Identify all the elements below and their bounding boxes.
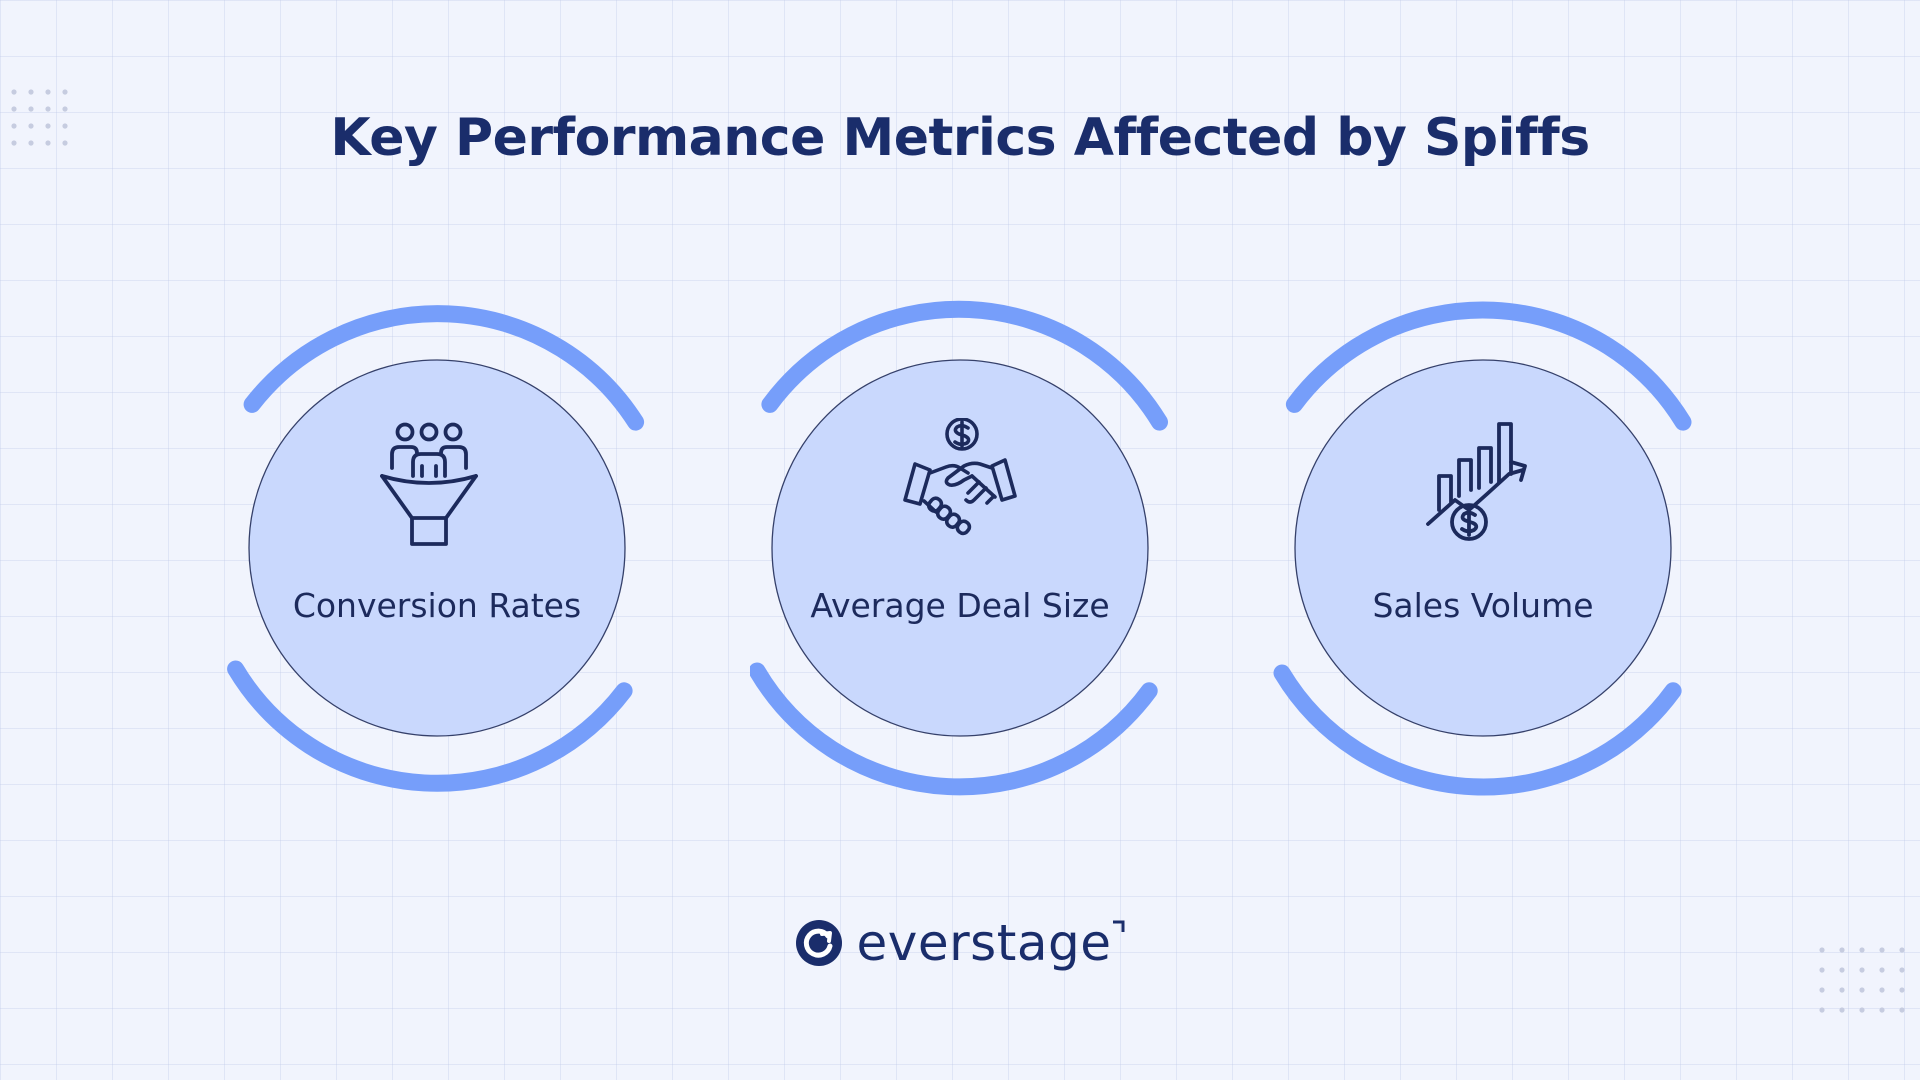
bar-chart-growth-dollar-icon [1426,422,1527,541]
metric-label: Sales Volume [1372,586,1594,625]
page-title: Key Performance Metrics Affected by Spif… [330,108,1590,168]
logo-text: everstage [856,914,1112,972]
metric-arc-top [761,300,1168,431]
metric-arc-top [243,305,645,431]
everstage-logo: everstage [0,918,1920,968]
metric-arc-bottom [227,660,633,792]
metric-circle [248,359,626,737]
metric-ring [227,305,645,792]
decorative-dot-grid-top-left [11,89,68,146]
metric-ring [1273,301,1692,796]
metric-circle [771,359,1149,737]
metric-arc-top [1285,301,1692,431]
metric-ring [750,300,1168,796]
metric-label: Conversion Rates [292,586,582,625]
handshake-dollar-icon [903,418,1017,536]
metric-average-deal-size: Average Deal Size [750,296,1170,796]
metric-arc-bottom [1273,664,1682,796]
metric-label: Average Deal Size [810,586,1110,625]
metric-arc-bottom [750,662,1158,796]
decorative-dot-grid-bottom-right [1819,947,1905,1013]
everstage-wordmark: everstage [857,918,1126,968]
metric-sales-volume: Sales Volume [1273,296,1693,796]
metric-conversion-rates: Conversion Rates [227,296,647,796]
logo-tick-mark [1113,920,1125,932]
metric-circle [1294,359,1672,737]
sales-funnel-people-icon [380,422,478,546]
everstage-logo-icon [795,920,842,966]
